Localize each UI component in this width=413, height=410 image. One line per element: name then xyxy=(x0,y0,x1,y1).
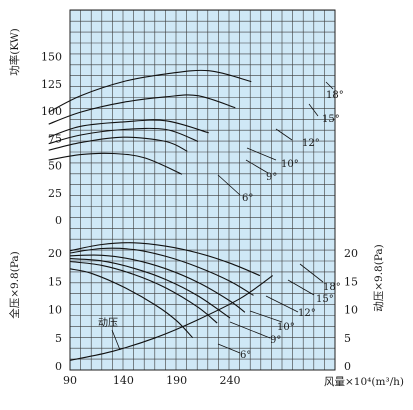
power-y-tick-label: 50 xyxy=(48,160,62,173)
dynamic-pressure-y-tick-label: 15 xyxy=(344,275,358,288)
power-y-tick-label: 125 xyxy=(41,78,62,91)
power-y-axis-title: 功率(KW) xyxy=(8,28,21,75)
dynamic-pressure-y-tick-label: 20 xyxy=(344,247,358,260)
power-curve xyxy=(48,152,183,175)
label-leader xyxy=(249,310,283,323)
power-curve xyxy=(48,136,188,152)
power-y-tick-label: 100 xyxy=(41,105,62,118)
pressure-curve xyxy=(69,242,261,277)
dynamic-pressure-y-axis-title: 动压×9.8(Pa) xyxy=(373,244,385,312)
pressure-curve xyxy=(69,275,274,361)
label-leader xyxy=(299,263,324,283)
curve-label: 6° xyxy=(242,193,253,204)
curve-label: 10° xyxy=(281,159,299,170)
label-leader xyxy=(245,159,269,174)
label-leader xyxy=(229,321,271,339)
power-y-tick-label: 25 xyxy=(48,187,62,200)
label-leader xyxy=(111,329,121,351)
power-curve xyxy=(48,127,199,145)
curve-labels: 18°15°12°10°9°6°18°15°12°10°9°6°动压 xyxy=(98,90,344,361)
x-tick-label: 190 xyxy=(166,374,187,387)
power-y-tick-label: 0 xyxy=(55,214,62,227)
power-curve xyxy=(48,69,252,113)
label-leader xyxy=(308,103,319,117)
pressure-y-tick-label: 15 xyxy=(48,275,62,288)
label-leader xyxy=(265,295,299,313)
curve-label: 18° xyxy=(326,90,344,101)
grid xyxy=(69,9,336,371)
power-y-tick-label: 150 xyxy=(41,51,62,64)
curve-label: 12° xyxy=(302,138,320,149)
dynamic-pressure-y-tick-label: 5 xyxy=(344,332,351,345)
pressure-y-tick-label: 20 xyxy=(48,247,62,260)
dynamic-pressure-y-tick-label: 10 xyxy=(344,304,358,317)
curve-label: 15° xyxy=(316,294,334,305)
pressure-curve xyxy=(69,260,218,324)
curve-label: 15° xyxy=(322,114,340,125)
curve-label: 18° xyxy=(323,282,341,293)
x-tick-label: 240 xyxy=(220,374,241,387)
pressure-curve xyxy=(69,258,231,319)
curve-label: 12° xyxy=(298,308,316,319)
power-curve xyxy=(48,94,236,125)
label-leader xyxy=(287,279,315,296)
curve-label: 10° xyxy=(277,322,295,333)
pressure-y-axis-title: 全压×9.8(Pa) xyxy=(8,251,21,319)
pressure-curve xyxy=(69,247,254,296)
label-leader xyxy=(246,147,277,161)
label-leader xyxy=(217,343,241,354)
x-tick-label: 90 xyxy=(63,374,77,387)
label-leader xyxy=(325,81,334,90)
curves xyxy=(48,69,334,361)
label-leader xyxy=(217,174,241,196)
curve-label: 动压 xyxy=(98,317,118,329)
plot-border xyxy=(69,9,336,371)
pressure-y-tick-label: 0 xyxy=(55,360,62,373)
x-tick-label: 140 xyxy=(113,374,134,387)
axes: 0 25 50 75 100 125 150 0 0 5 5 10 10 15 15 20 20 90 140 190… xyxy=(8,28,404,388)
plot-area xyxy=(70,10,335,370)
pressure-y-tick-label: 10 xyxy=(48,304,62,317)
pressure-curve xyxy=(69,268,194,339)
x-axis-title: 风量×10⁴(m³/h) xyxy=(324,376,404,388)
curve-label: 9° xyxy=(270,335,281,346)
power-y-tick-label: 75 xyxy=(48,132,62,145)
pressure-y-tick-label: 5 xyxy=(55,332,62,345)
dynamic-pressure-y-tick-label: 0 xyxy=(344,360,351,373)
curve-label: 9° xyxy=(266,172,277,183)
power-curve xyxy=(48,119,209,138)
pressure-curve xyxy=(69,254,246,313)
curve-label: 6° xyxy=(240,350,251,361)
label-leader xyxy=(275,128,293,141)
